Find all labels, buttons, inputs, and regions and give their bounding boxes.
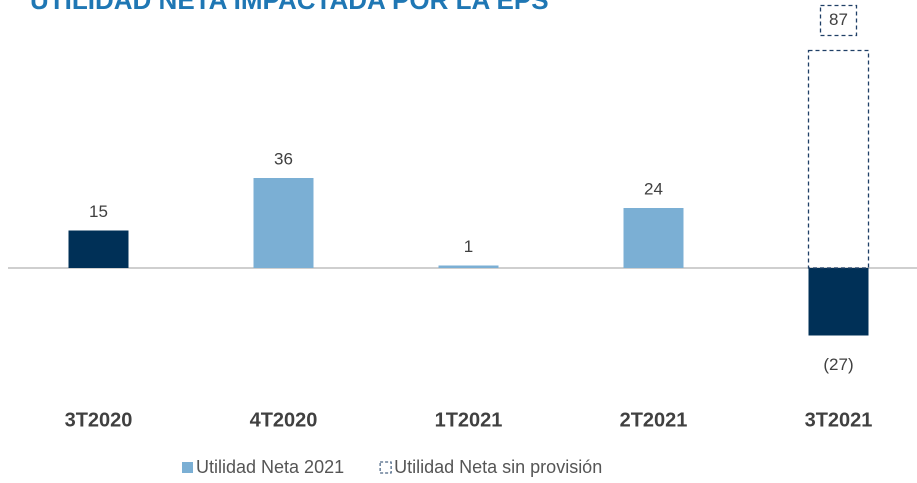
x-tick-label: 3T2021 bbox=[805, 409, 873, 431]
dashed-bar bbox=[807, 49, 870, 269]
bar bbox=[623, 208, 684, 268]
x-tick-label: 3T2020 bbox=[65, 409, 133, 431]
legend-swatch bbox=[379, 461, 392, 474]
value-label: 36 bbox=[274, 149, 293, 168]
legend-label: Utilidad Neta 2021 bbox=[196, 457, 344, 477]
legend-swatch bbox=[182, 462, 193, 473]
label-box bbox=[819, 4, 858, 37]
bar bbox=[808, 268, 869, 336]
bar bbox=[438, 265, 499, 268]
x-tick-label: 4T2020 bbox=[250, 409, 318, 431]
x-tick-label: 1T2021 bbox=[435, 409, 503, 431]
value-label: 24 bbox=[644, 179, 663, 198]
x-tick-label: 2T2021 bbox=[620, 409, 688, 431]
value-label: 15 bbox=[89, 202, 108, 221]
chart-title: UTILIDAD NETA IMPACTADA POR LA EPS bbox=[30, 0, 549, 15]
value-label: 1 bbox=[464, 237, 473, 256]
value-label: 87 bbox=[829, 10, 848, 29]
bar bbox=[253, 178, 314, 268]
bar bbox=[68, 230, 129, 268]
value-label: (27) bbox=[823, 355, 853, 374]
legend-label: Utilidad Neta sin provisión bbox=[394, 457, 602, 477]
